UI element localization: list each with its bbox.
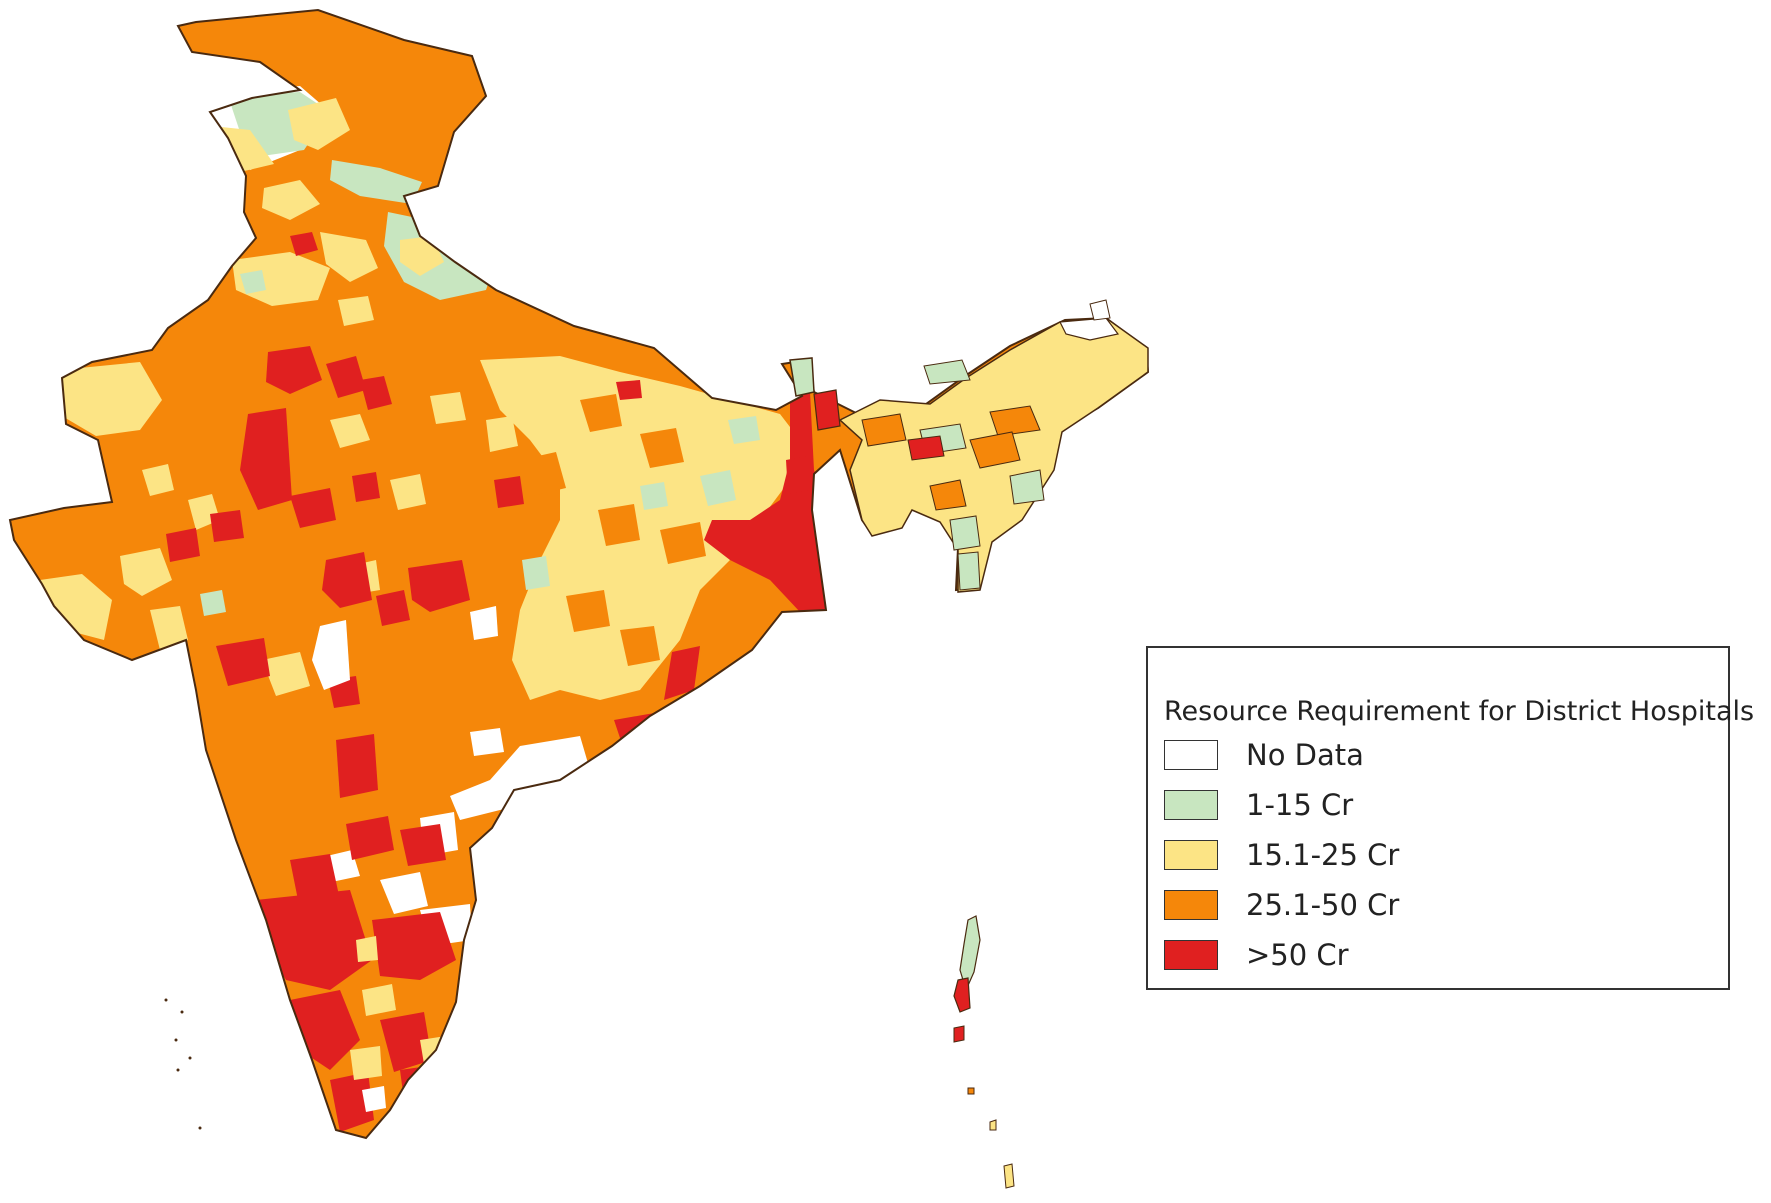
district-region-no-data [470, 728, 504, 756]
district-region-very-high [166, 528, 200, 562]
district-region-low [240, 270, 266, 294]
district-region-low [522, 556, 550, 590]
lakshadweep-islands [164, 998, 202, 1130]
district-region-mid [486, 416, 518, 452]
district-region-very-high [256, 890, 372, 990]
district-region-low [728, 416, 760, 444]
district-region-mid [350, 1046, 382, 1080]
district-region-high [520, 452, 566, 496]
district-region-very-high [290, 232, 318, 256]
district-region-very-high [266, 346, 322, 394]
district-region-high [598, 504, 640, 546]
district-region-very-high [704, 392, 834, 612]
legend-label: 15.1-25 Cr [1246, 838, 1400, 872]
legend-title: Resource Requirement for District Hospit… [1164, 696, 1755, 727]
district-region-mid [520, 644, 550, 674]
district-region-mid [420, 1036, 448, 1064]
legend-label: 25.1-50 Cr [1246, 888, 1400, 922]
district-region-very-high [616, 380, 642, 400]
district-region-high [566, 590, 610, 632]
district-region-no-data [470, 606, 498, 640]
district-region-very-high [376, 590, 410, 626]
district-region-very-high [494, 476, 524, 508]
district-region-no-data [312, 620, 350, 690]
district-region-mid [40, 574, 112, 640]
legend-label: 1-15 Cr [1246, 788, 1354, 822]
district-region-mid [232, 252, 330, 306]
district-region-high [580, 394, 622, 432]
district-region-very-high [360, 376, 392, 410]
district-region-high [640, 428, 684, 468]
district-region-mid [288, 98, 350, 150]
legend-label: >50 Cr [1246, 938, 1349, 972]
district-region-very-high [322, 552, 372, 608]
legend-swatch [1164, 740, 1218, 770]
district-region-mid [120, 548, 172, 596]
district-region-no-data [450, 736, 590, 820]
district-region-mid [390, 474, 426, 510]
district-region-very-high [210, 510, 244, 542]
district-region-no-data [380, 872, 428, 914]
district-region-very-high [408, 560, 470, 612]
district-region-very-high [786, 456, 810, 494]
district-region-low [200, 590, 226, 616]
andaman-nicobar-islands [953, 915, 1015, 1189]
district-region-no-data [362, 1086, 386, 1112]
district-region-mid [330, 414, 370, 448]
district-region-mid [60, 362, 162, 436]
district-region-mid [430, 392, 466, 424]
district-region-very-high [346, 816, 394, 860]
district-region-low [640, 482, 668, 510]
district-region-very-high [326, 356, 366, 398]
district-region-very-high [372, 912, 456, 980]
district-region-very-high [380, 1012, 432, 1072]
map-legend: Resource Requirement for District Hospit… [1146, 646, 1754, 990]
legend-swatch [1164, 790, 1218, 820]
district-region-very-high [330, 1072, 374, 1132]
district-region-mid [362, 984, 396, 1016]
district-region-mid [338, 296, 374, 326]
district-region-high [620, 626, 660, 666]
district-region-low [700, 470, 736, 506]
district-region-very-high [336, 734, 378, 798]
district-region-very-high [614, 712, 670, 756]
district-region-very-high [352, 472, 380, 502]
legend-swatch [1164, 940, 1218, 970]
district-region-mid [480, 356, 800, 700]
district-region-very-high [216, 638, 270, 686]
district-region-mid [262, 180, 320, 220]
district-region-very-high [664, 646, 700, 700]
district-region-mid [262, 652, 310, 696]
district-region-mid [142, 464, 174, 496]
district-region-very-high [400, 824, 446, 866]
northeast-districts [789, 299, 1149, 593]
legend-label: No Data [1246, 738, 1364, 772]
district-region-mid [356, 936, 378, 962]
district-region-mid [320, 232, 378, 282]
district-region-mid [150, 606, 188, 650]
legend-swatch [1164, 840, 1218, 870]
district-region-high [660, 522, 706, 564]
legend-swatch [1164, 890, 1218, 920]
district-region-very-high [240, 408, 292, 510]
district-region-low [330, 160, 422, 204]
district-region-very-high [290, 488, 336, 528]
